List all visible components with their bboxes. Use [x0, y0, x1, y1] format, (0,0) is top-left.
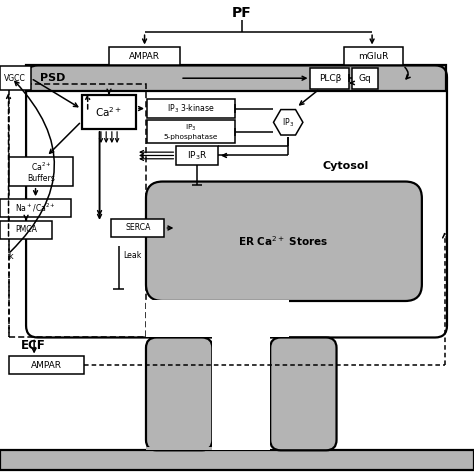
FancyBboxPatch shape — [352, 68, 378, 89]
Text: AMPAR: AMPAR — [31, 361, 62, 370]
FancyBboxPatch shape — [147, 120, 235, 143]
Text: AMPAR: AMPAR — [129, 52, 160, 61]
FancyBboxPatch shape — [0, 199, 71, 217]
FancyBboxPatch shape — [0, 450, 474, 470]
Text: Ca$^{2+}$
Buffers: Ca$^{2+}$ Buffers — [27, 160, 55, 183]
FancyBboxPatch shape — [0, 221, 52, 239]
FancyBboxPatch shape — [310, 68, 349, 89]
FancyBboxPatch shape — [147, 99, 235, 118]
FancyBboxPatch shape — [212, 337, 270, 450]
Text: PMCA: PMCA — [15, 226, 37, 234]
FancyBboxPatch shape — [0, 66, 31, 90]
Text: Ca$^{2+}$: Ca$^{2+}$ — [95, 105, 122, 119]
FancyBboxPatch shape — [146, 182, 422, 301]
Text: Na$^+$/Ca$^{2+}$: Na$^+$/Ca$^{2+}$ — [15, 202, 56, 214]
FancyBboxPatch shape — [26, 65, 446, 91]
Text: Cytosol: Cytosol — [323, 161, 369, 171]
FancyBboxPatch shape — [9, 356, 84, 374]
Text: mGluR: mGluR — [358, 52, 389, 61]
Text: Leak: Leak — [123, 251, 142, 259]
Text: VGCC: VGCC — [4, 74, 26, 82]
FancyBboxPatch shape — [146, 447, 212, 450]
FancyBboxPatch shape — [270, 337, 337, 450]
FancyBboxPatch shape — [9, 157, 73, 186]
FancyBboxPatch shape — [82, 95, 136, 129]
FancyBboxPatch shape — [111, 219, 164, 237]
Text: IP$_3$
5-phosphatase: IP$_3$ 5-phosphatase — [164, 123, 218, 140]
Text: ECF: ECF — [21, 338, 46, 352]
FancyBboxPatch shape — [344, 47, 403, 65]
Text: SERCA: SERCA — [125, 224, 151, 232]
Text: IP$_3$ 3-kinase: IP$_3$ 3-kinase — [167, 102, 215, 115]
Text: PLCβ: PLCβ — [319, 74, 341, 82]
Text: IP$_3$R: IP$_3$R — [187, 149, 208, 162]
FancyBboxPatch shape — [109, 47, 180, 65]
Text: PF: PF — [232, 6, 252, 20]
FancyBboxPatch shape — [146, 300, 289, 337]
Text: ER Ca$^{2+}$ Stores: ER Ca$^{2+}$ Stores — [238, 234, 328, 248]
FancyBboxPatch shape — [146, 337, 212, 450]
FancyBboxPatch shape — [176, 146, 218, 165]
Text: Gq: Gq — [358, 74, 371, 82]
Text: IP$_3$: IP$_3$ — [282, 116, 294, 128]
Text: PSD: PSD — [40, 73, 66, 83]
Text: k: k — [9, 253, 13, 261]
